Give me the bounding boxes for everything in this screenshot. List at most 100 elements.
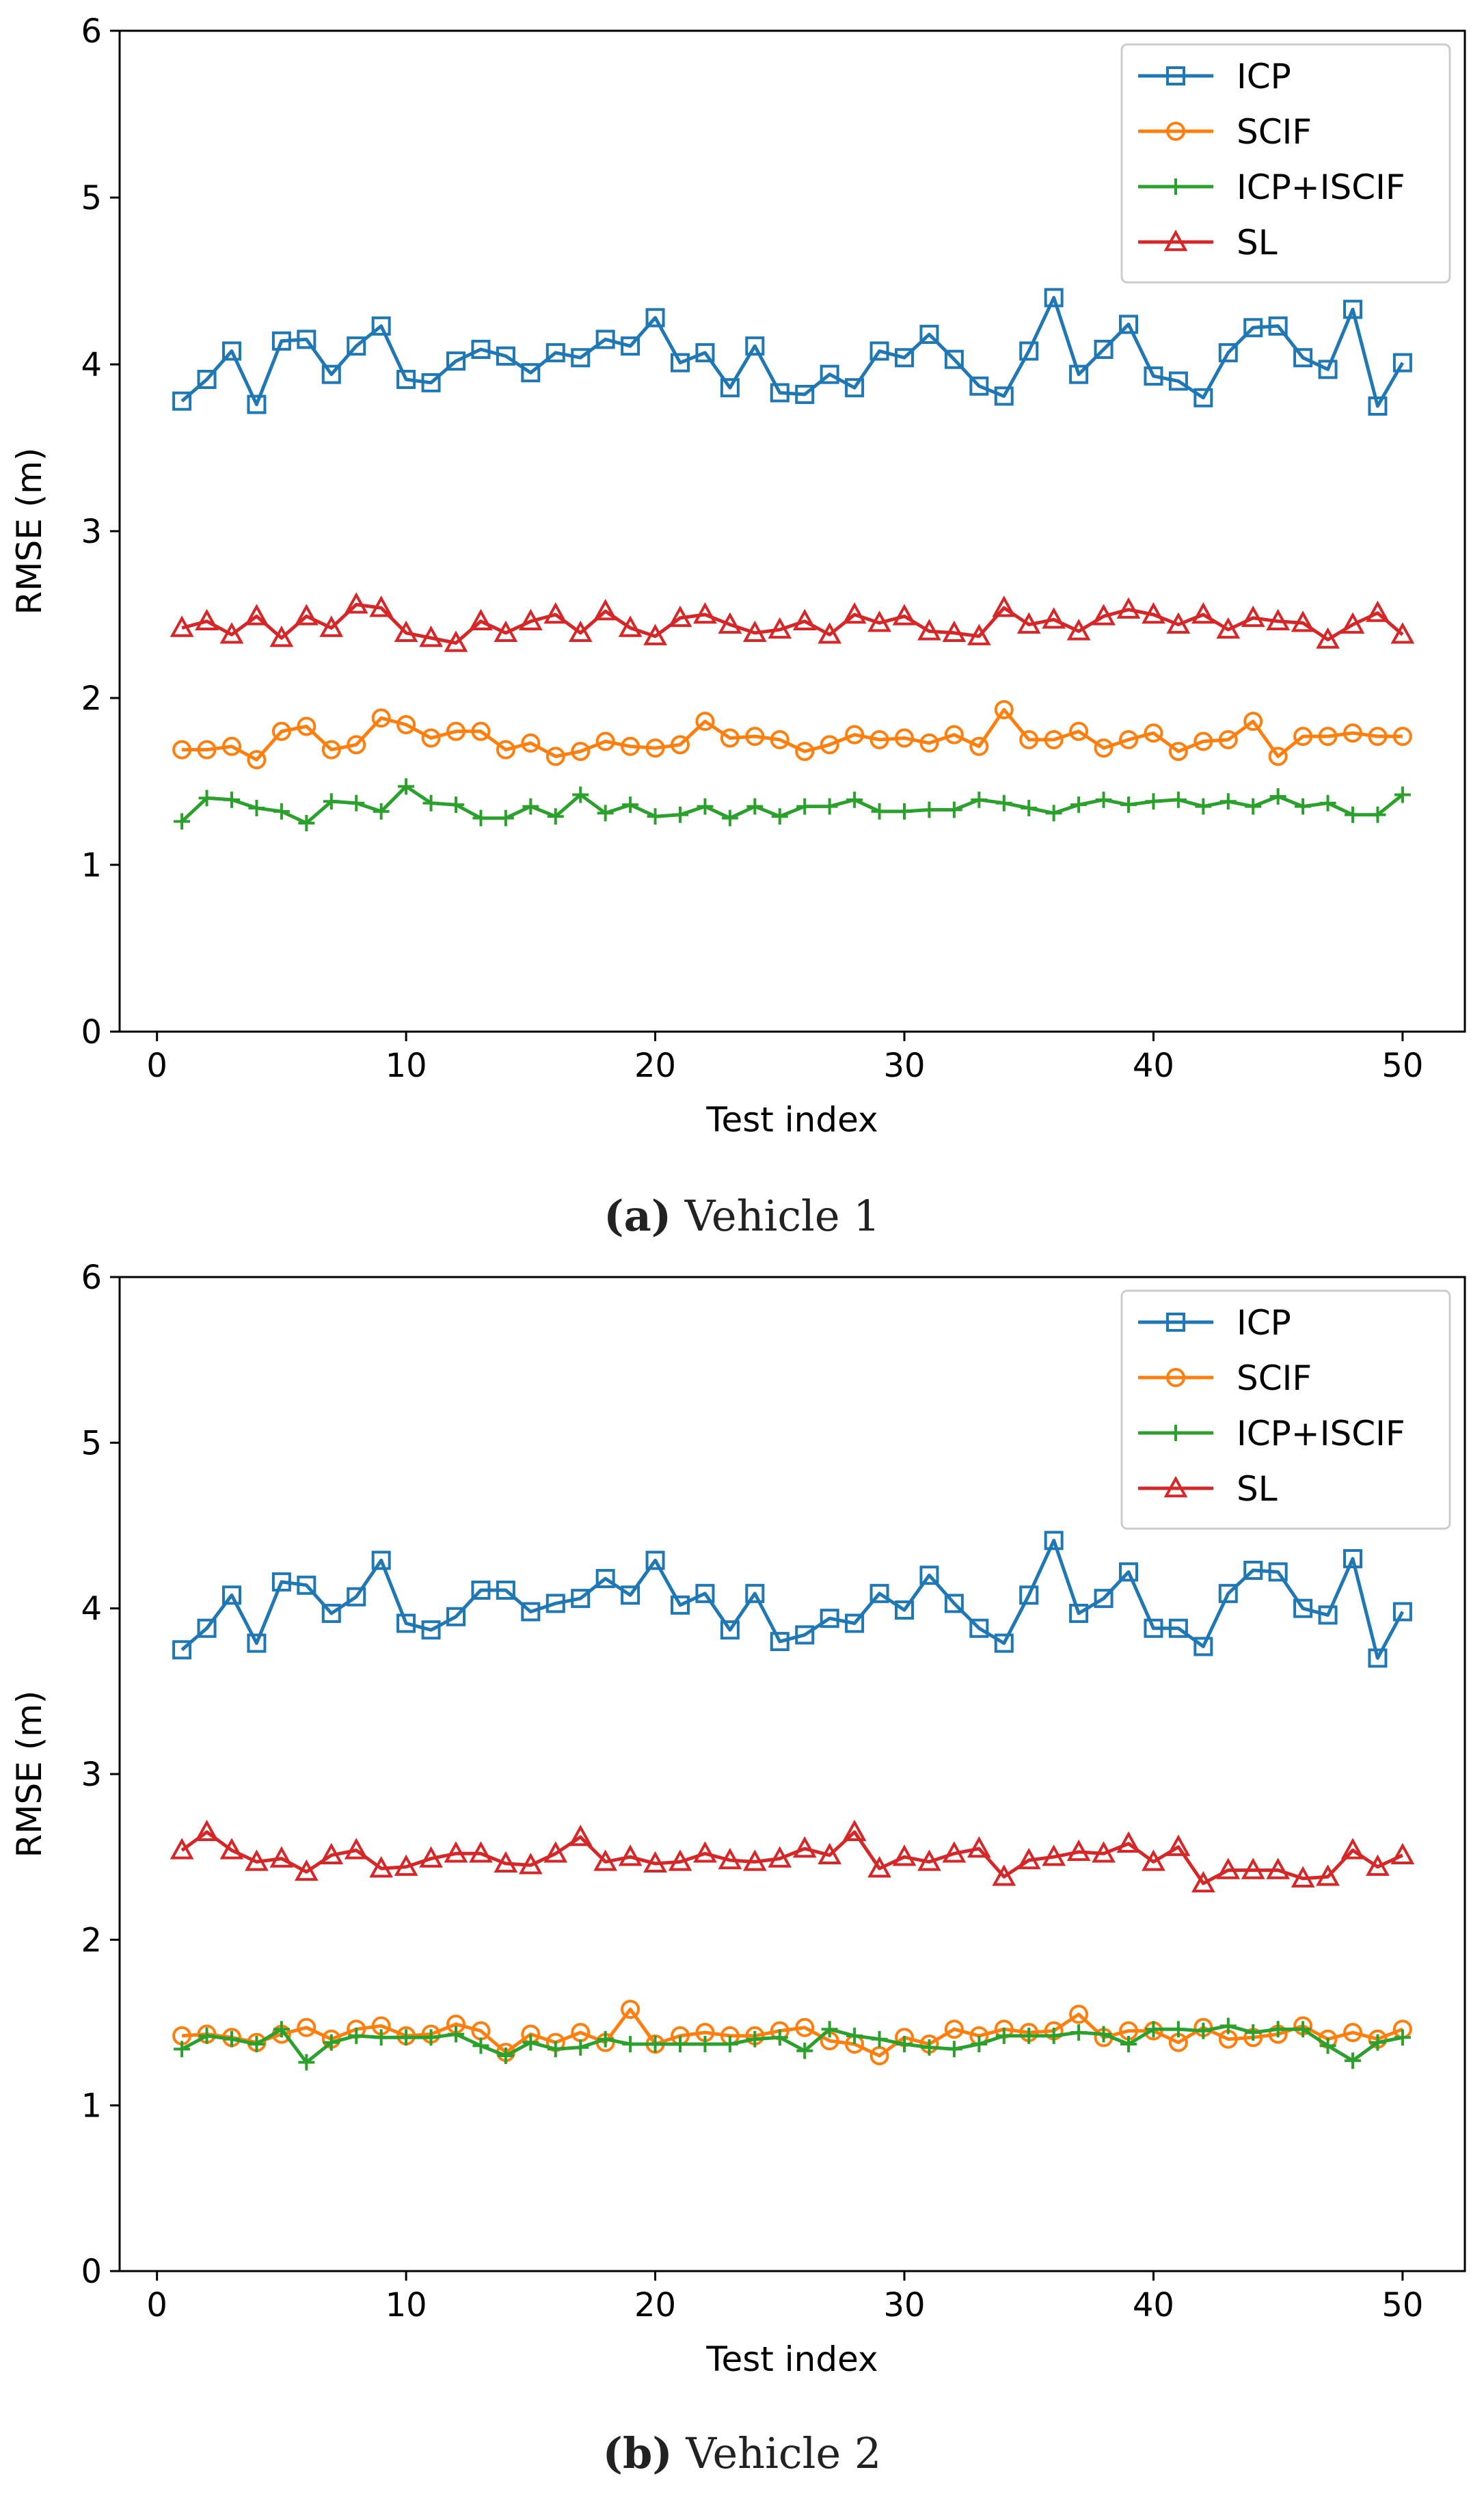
panel-a-point-3-30 [917,619,941,641]
panel-b-point-3-10 [419,1846,443,1868]
panel-b-point-1-5 [297,2017,316,2037]
panel-b-point-0-39 [1144,1618,1163,1638]
panel-a-point-3-29 [892,604,917,626]
panel-b-ylabel: RMSE (m) [10,1691,49,1858]
panel-b: 0 10 20 30 40 50 0 1 2 3 4 5 6 Test index RMSE (m) ICP S… [10,1259,1466,2379]
panel-a-point-3-3 [245,604,269,626]
panel-b-point-2-41 [1195,2022,1212,2039]
panel-b-legend-label-1: SCIF [1237,1358,1312,1398]
panel-b-ytick-label-6: 6 [81,1259,102,1297]
panel-b-point-0-41 [1193,1637,1213,1656]
panel-a-point-2-9 [398,778,415,795]
panel-a-point-1-25 [795,742,815,762]
panel-a-point-0-45 [1293,348,1313,368]
panel-b-point-2-14 [522,2034,539,2051]
panel-b-point-0-24 [770,1632,790,1652]
panel-a-point-0-4 [271,331,291,351]
panel-a-point-3-20 [668,605,692,628]
panel-a-point-0-0 [172,391,192,411]
panel-b-xtick-label-5: 50 [1381,2286,1423,2324]
panel-b-point-1-25 [795,2017,815,2037]
panel-b-point-2-11 [448,2026,464,2043]
panel-b-point-0-48 [1368,1648,1388,1668]
panel-b-point-3-42 [1216,1857,1241,1879]
panel-a-point-1-31 [944,725,964,744]
panel-a-point-3-16 [568,620,593,643]
panel-a-point-2-3 [248,800,265,817]
panel-a-point-0-35 [1044,288,1064,308]
panel-b-point-0-11 [446,1607,466,1626]
panel-b-point-1-36 [1069,2004,1089,2024]
panel-a-point-0-7 [347,336,366,356]
panel-b-point-0-38 [1119,1562,1138,1582]
panel-b-point-0-1 [197,1618,217,1638]
panel-b-point-3-46 [1316,1864,1340,1886]
panel-a-point-2-32 [971,791,988,808]
panel-a-point-0-17 [595,330,615,349]
panel-a-point-3-8 [369,595,394,617]
panel-b-point-3-33 [992,1864,1016,1886]
panel-a-point-2-2 [224,791,240,808]
panel-a-point-2-34 [1021,800,1038,817]
panel-a-point-1-13 [496,740,515,760]
panel-a-ytick-label-1: 1 [81,846,102,885]
panel-b-point-3-11 [444,1841,468,1863]
panel-a-point-1-48 [1368,727,1388,747]
panel-b-point-3-41 [1191,1870,1215,1893]
panel-a-point-1-36 [1069,721,1089,741]
panel-a-point-2-10 [422,794,440,811]
panel-a-point-0-28 [869,341,889,361]
panel-a-point-3-25 [792,608,817,630]
panel-b-point-2-23 [746,2030,764,2048]
panel-a-point-3-47 [1340,612,1365,634]
panel-b-point-2-28 [871,2030,888,2048]
panel-a-point-1-34 [1019,730,1039,749]
panel-a-point-3-33 [992,595,1016,617]
panel-a-point-1-43 [1243,712,1263,732]
panel-b-series-sl [170,1819,1415,1893]
panel-a-point-2-27 [846,791,863,808]
panel-b-point-1-47 [1343,2023,1362,2043]
panel-a-point-0-48 [1368,397,1388,416]
panel-a-point-2-22 [721,809,738,827]
panel-b-point-2-17 [597,2030,614,2048]
panel-a-xlabel: Test index [705,1100,878,1140]
panel-b-point-2-3 [248,2036,265,2052]
panel-b-point-3-34 [1016,1847,1041,1870]
panel-a-point-1-14 [521,733,541,753]
panel-a-series-scif [172,700,1412,770]
panel-b-point-0-5 [297,1575,316,1595]
panel-b-point-2-43 [1245,2024,1262,2041]
panel-a-point-0-30 [919,325,939,345]
panel-a-point-1-16 [571,742,591,762]
panel-b-point-3-25 [792,1836,817,1858]
panel-b-point-3-48 [1366,1854,1390,1876]
panel-a-point-1-47 [1343,723,1362,743]
panel-b-point-0-4 [271,1572,291,1592]
panel-a-point-0-47 [1343,299,1362,319]
panel-a-point-3-24 [768,617,792,639]
panel-a-point-2-19 [647,808,664,825]
panel-b-legend-marker-3 [1163,1475,1188,1498]
panel-b-point-2-19 [647,2036,664,2052]
panel-a-point-3-12 [469,608,493,630]
panel-b-point-3-43 [1241,1857,1265,1879]
panel-a-point-1-9 [396,715,416,735]
panel-b-point-3-30 [917,1849,941,1871]
panel-a-point-3-41 [1191,602,1215,624]
panel-b-point-0-12 [471,1581,491,1600]
panel-b-series-icp-iscif [174,2017,1411,2071]
panel-b-point-3-36 [1066,1839,1091,1862]
panel-b-point-0-23 [745,1583,765,1603]
panel-a-point-3-43 [1241,605,1265,628]
panel-a-ytick-label-2: 2 [81,680,102,718]
panel-a-point-2-17 [597,805,614,822]
panel-b-point-2-35 [1045,2027,1062,2044]
panel-a-point-1-1 [197,740,217,760]
panel-a-point-1-46 [1318,727,1338,747]
panel-b-point-3-29 [892,1844,917,1866]
panel-a-point-0-37 [1094,340,1114,360]
panel-b-point-0-17 [595,1569,615,1589]
panel-a-point-2-28 [871,803,888,820]
panel-a-point-0-41 [1193,388,1213,407]
